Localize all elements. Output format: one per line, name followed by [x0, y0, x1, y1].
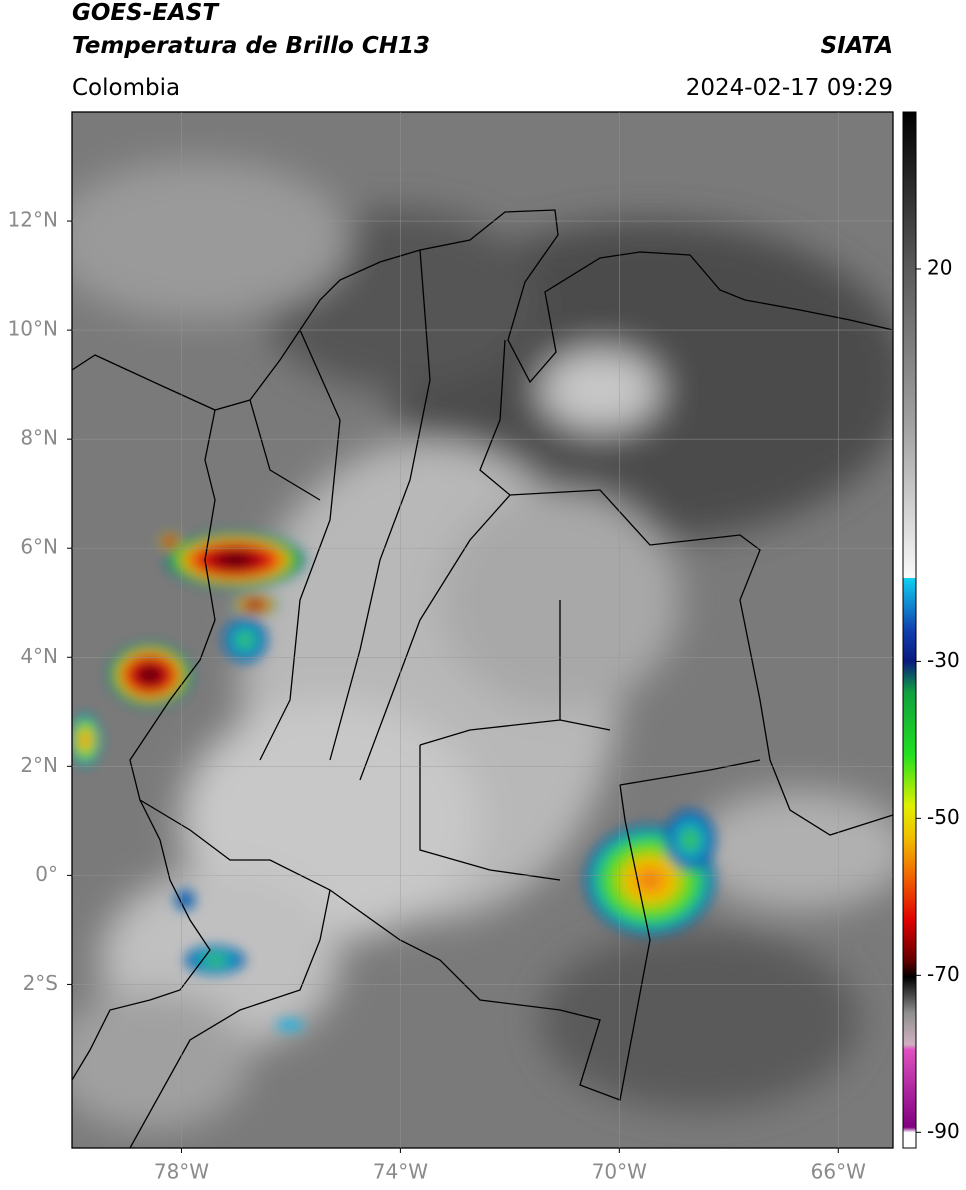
- x-tick-label: 78°W: [154, 1160, 209, 1184]
- map-frame: [71, 111, 894, 1149]
- border: [129, 889, 331, 1148]
- colorbar-tick-label: 20: [927, 255, 952, 279]
- colorbar-tick-label: -50: [927, 805, 960, 829]
- y-tick-label: 2°N: [20, 753, 58, 777]
- y-tick-label: 4°N: [20, 644, 58, 668]
- coastline: [72, 209, 893, 411]
- border: [479, 339, 893, 836]
- colorbar: [902, 111, 917, 1149]
- title: GOES-EAST: [72, 0, 220, 26]
- region: Colombia: [72, 75, 180, 101]
- x-tick-label: 70°W: [592, 1160, 647, 1184]
- colorbar-tick-label: -30: [927, 648, 960, 672]
- x-tick-label: 74°W: [373, 1160, 428, 1184]
- y-tick-label: 6°N: [20, 535, 58, 559]
- department-borders: [249, 249, 611, 881]
- datetime: 2024-02-17 09:29: [686, 75, 893, 101]
- border: [139, 759, 761, 1101]
- source: SIATA: [821, 33, 893, 59]
- x-tick-label: 66°W: [811, 1160, 866, 1184]
- coastline: [72, 409, 216, 1081]
- colorbar-tick-label: -90: [927, 1119, 960, 1143]
- subtitle: Temperatura de Brillo CH13: [72, 33, 430, 59]
- satellite-image: [72, 112, 893, 1148]
- y-tick-label: 0°: [35, 862, 58, 886]
- colorbar-tick-label: -70: [927, 962, 960, 986]
- y-tick-label: 12°N: [8, 208, 58, 232]
- y-tick-label: 8°N: [20, 426, 58, 450]
- y-tick-label: 2°S: [23, 971, 58, 995]
- y-tick-label: 10°N: [8, 317, 58, 341]
